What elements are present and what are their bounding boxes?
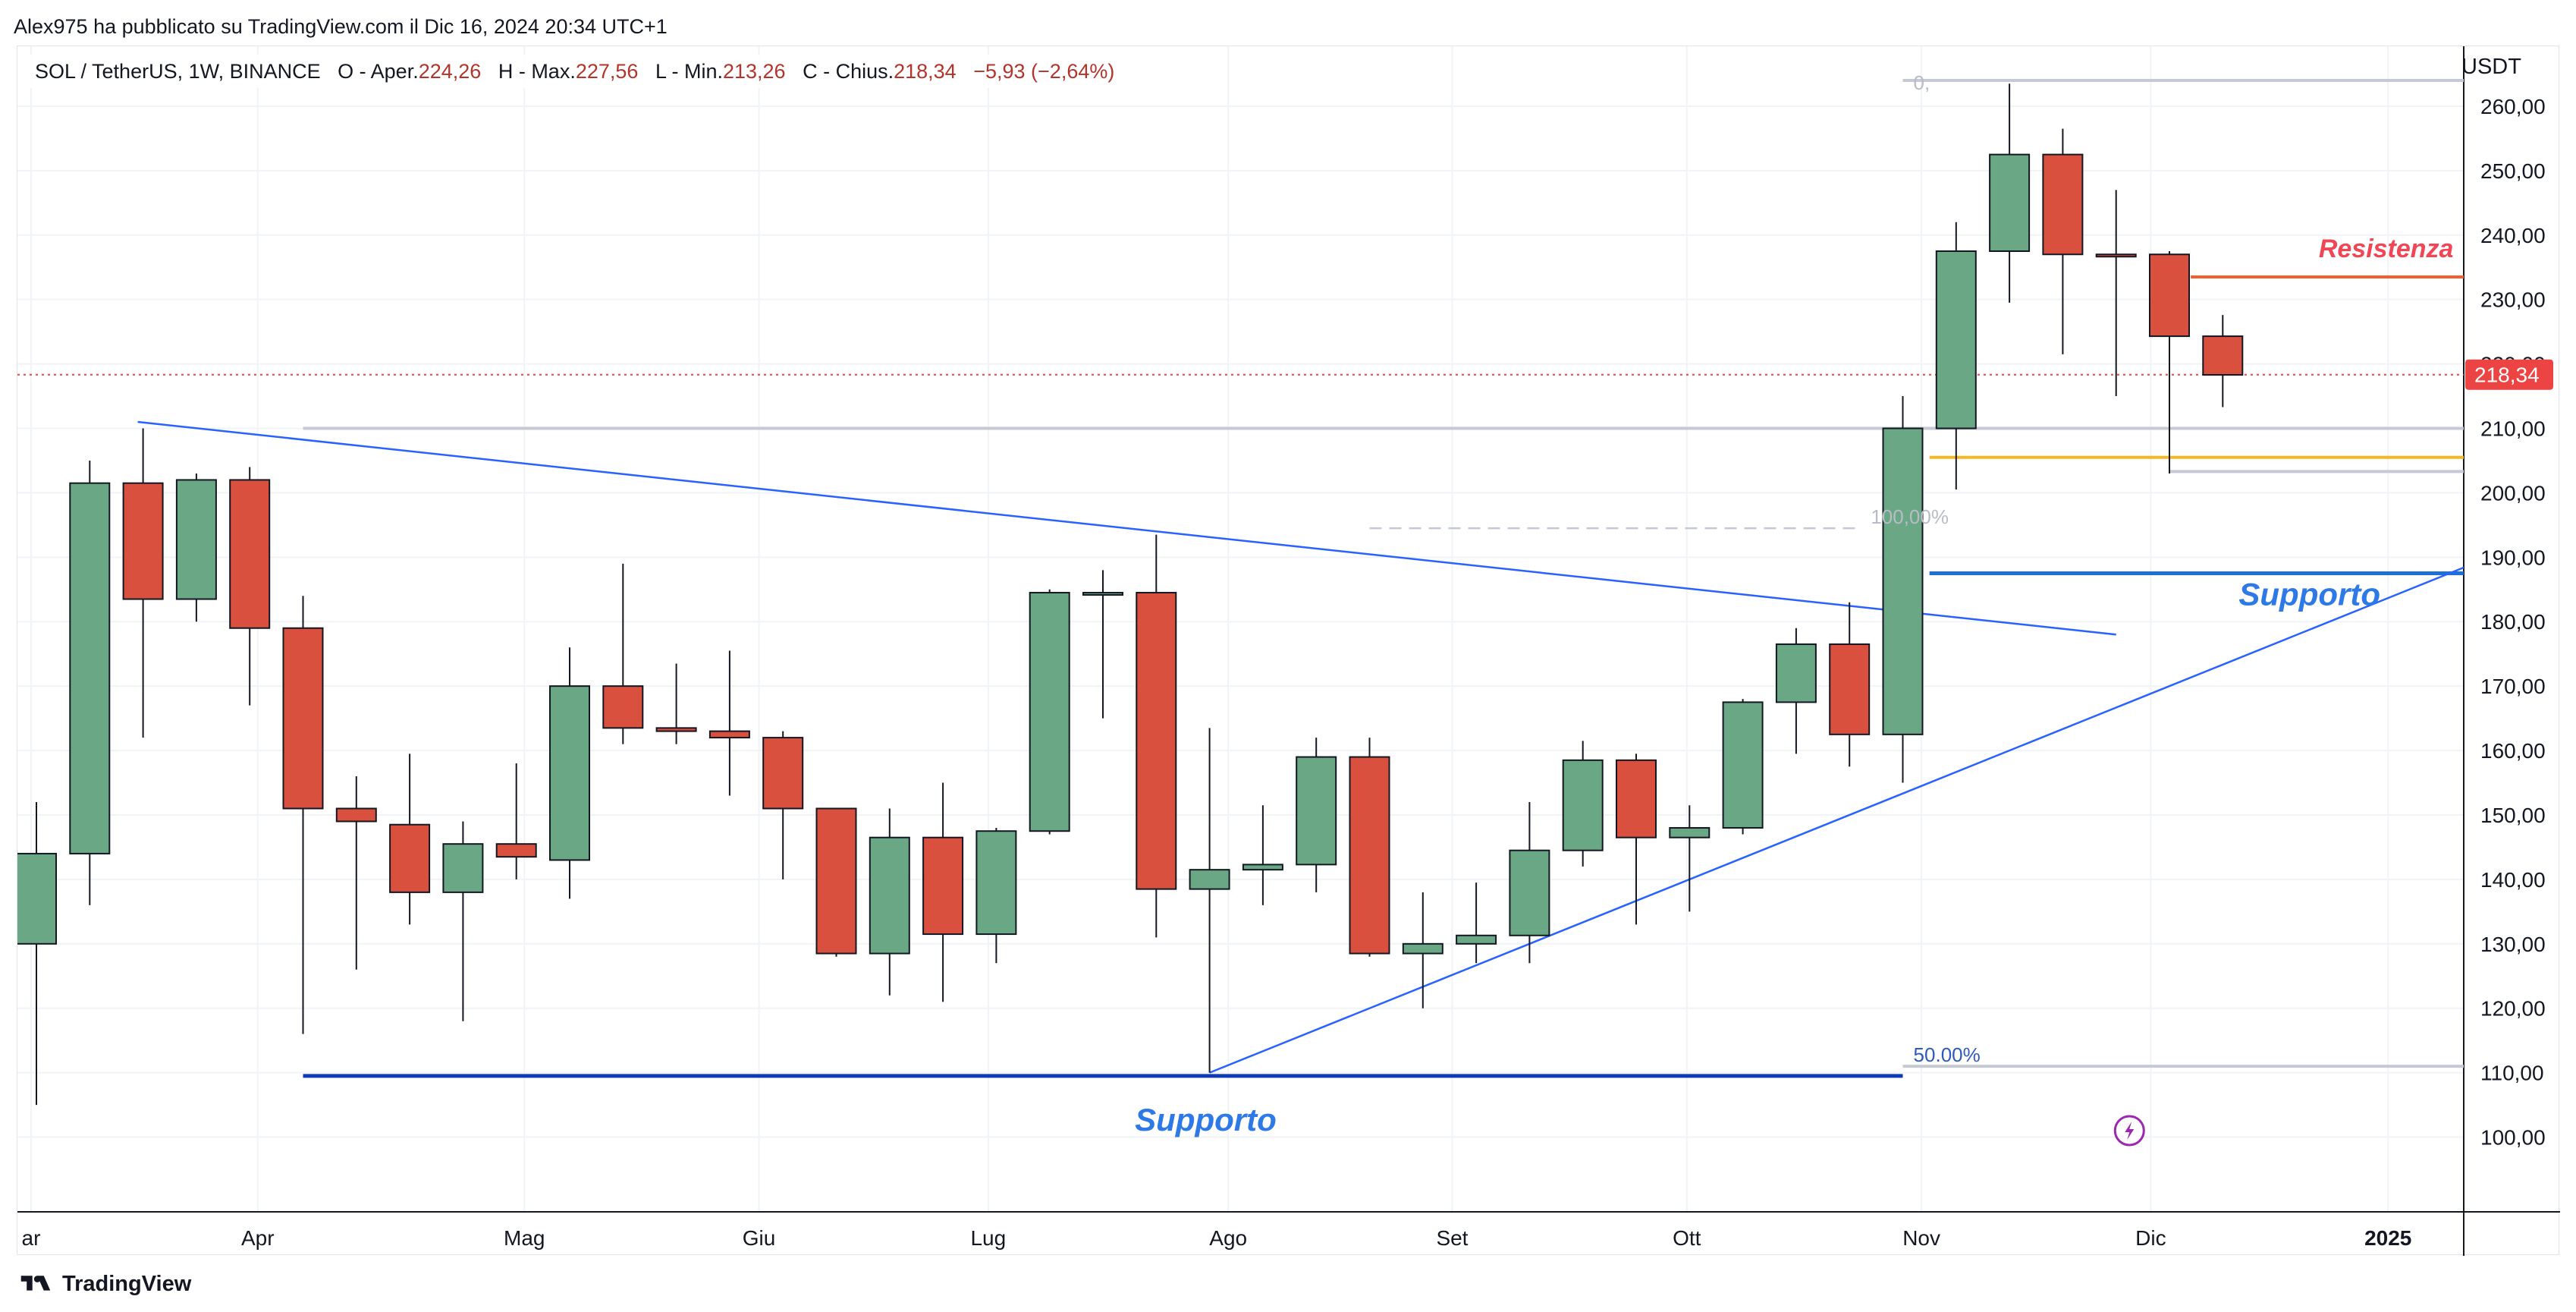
footer-brand-text: TradingView: [62, 1271, 192, 1296]
candle[interactable]: [1829, 643, 1871, 735]
chart-frame[interactable]: 0, 100,00% 50.00% Resistenza Supporto Support…: [17, 46, 2560, 1256]
candle[interactable]: [1616, 759, 1657, 838]
publish-header: Alex975 ha pubblicato su TradingView.com…: [14, 15, 668, 38]
candle[interactable]: [229, 479, 271, 629]
currency-label[interactable]: USDT: [2461, 55, 2521, 79]
y-tick-label: 210,00: [2480, 417, 2546, 441]
x-tick-label: Ago: [1209, 1226, 1247, 1250]
candle[interactable]: [1082, 592, 1123, 596]
footer-brand[interactable]: TradingView: [17, 1266, 191, 1302]
legend-low-value: 213,26: [722, 60, 786, 83]
x-tick-label: 2025: [2364, 1226, 2411, 1250]
y-tick-label: 110,00: [2480, 1062, 2544, 1085]
candle[interactable]: [17, 852, 57, 945]
legend-symbol[interactable]: SOL / TetherUS, 1W, BINANCE: [35, 60, 321, 83]
y-tick-label: 250,00: [2480, 159, 2546, 183]
support-label-upper: Supporto: [2238, 577, 2380, 612]
candle[interactable]: [1935, 250, 1977, 429]
candle[interactable]: [815, 807, 857, 955]
candle[interactable]: [1242, 864, 1283, 871]
candle[interactable]: [1136, 592, 1177, 890]
candle[interactable]: [1882, 427, 1924, 735]
candle[interactable]: [602, 685, 644, 729]
candle[interactable]: [2095, 253, 2137, 258]
x-tick-label: Nov: [1902, 1226, 1940, 1250]
y-tick-label: 240,00: [2480, 224, 2546, 247]
candle[interactable]: [282, 627, 324, 810]
y-tick-label: 100,00: [2480, 1126, 2546, 1150]
last-price-label: 218,34: [2474, 363, 2540, 387]
candle[interactable]: [122, 482, 164, 600]
candle[interactable]: [1509, 849, 1550, 936]
candle[interactable]: [1296, 756, 1337, 866]
candle[interactable]: [708, 730, 750, 739]
last-price-tag[interactable]: [2465, 359, 2553, 390]
candle[interactable]: [1562, 759, 1604, 851]
x-tick-label: Mag: [504, 1226, 545, 1250]
candle[interactable]: [1456, 934, 1497, 945]
candle[interactable]: [549, 685, 590, 861]
y-tick-label: 190,00: [2480, 546, 2546, 569]
candle[interactable]: [1189, 869, 1230, 890]
fib-label: 0,: [1914, 71, 1930, 94]
legend-low-label: L - Min.: [655, 60, 723, 83]
lightning-icon: [2125, 1122, 2135, 1141]
candle[interactable]: [389, 823, 431, 893]
candle[interactable]: [442, 843, 484, 893]
candle[interactable]: [1029, 592, 1070, 832]
candle[interactable]: [2042, 153, 2084, 256]
ohlc-legend[interactable]: SOL / TetherUS, 1W, BINANCE O - Aper.224…: [30, 55, 1120, 88]
y-tick-label: 120,00: [2480, 997, 2546, 1021]
legend-close-label: C - Chius.: [803, 60, 894, 83]
legend-change-value: −5,93 (−2,64%): [973, 60, 1115, 83]
y-tick-label: 150,00: [2480, 804, 2546, 827]
candle[interactable]: [1402, 942, 1444, 955]
candle[interactable]: [975, 830, 1017, 936]
legend-open-label: O - Aper.: [338, 60, 419, 83]
x-tick-label: Dic: [2135, 1226, 2166, 1250]
candle[interactable]: [762, 737, 804, 810]
y-tick-label: 160,00: [2480, 739, 2546, 763]
y-tick-label: 170,00: [2480, 675, 2546, 698]
candle[interactable]: [2149, 253, 2190, 338]
candlestick-chart[interactable]: 0, 100,00% 50.00% Resistenza Supporto Support…: [17, 46, 2560, 1256]
resistance-label: Resistenza: [2319, 234, 2454, 263]
legend-high-value: 227,56: [575, 60, 639, 83]
candle[interactable]: [1775, 643, 1817, 703]
candle[interactable]: [1349, 756, 1390, 955]
x-tick-label: ar: [22, 1226, 41, 1250]
candle[interactable]: [922, 836, 964, 936]
legend-high-label: H - Max.: [498, 60, 576, 83]
candle[interactable]: [495, 843, 537, 858]
candle[interactable]: [1669, 826, 1711, 838]
candle[interactable]: [69, 482, 111, 854]
fib-label: 100,00%: [1871, 505, 1949, 528]
y-tick-label: 230,00: [2480, 288, 2546, 312]
candle[interactable]: [655, 727, 697, 732]
y-tick-label: 200,00: [2480, 481, 2546, 505]
descending-trendline[interactable]: [137, 420, 2116, 636]
fib-label: 50.00%: [1914, 1043, 1981, 1066]
tradingview-logo-icon: [20, 1276, 51, 1291]
x-tick-label: Lug: [970, 1226, 1006, 1250]
candle[interactable]: [869, 836, 910, 955]
support-label-lower: Supporto: [1135, 1102, 1277, 1137]
y-tick-label: 180,00: [2480, 610, 2546, 634]
x-tick-label: Ott: [1673, 1226, 1701, 1250]
candle[interactable]: [2202, 335, 2244, 376]
legend-open-value: 224,26: [418, 60, 482, 83]
legend-close-value: 218,34: [894, 60, 957, 83]
candle[interactable]: [1722, 701, 1764, 829]
x-tick-label: Set: [1436, 1226, 1468, 1250]
y-tick-label: 130,00: [2480, 933, 2546, 956]
y-tick-label: 140,00: [2480, 868, 2546, 892]
candle[interactable]: [335, 807, 377, 823]
x-tick-label: Giu: [743, 1226, 776, 1250]
y-tick-label: 260,00: [2480, 95, 2546, 118]
candle[interactable]: [1989, 153, 2031, 252]
candle[interactable]: [175, 479, 217, 600]
x-tick-label: Apr: [241, 1226, 275, 1250]
plot-area[interactable]: 0, 100,00% 50.00% Resistenza Supporto Support…: [17, 71, 2490, 1147]
